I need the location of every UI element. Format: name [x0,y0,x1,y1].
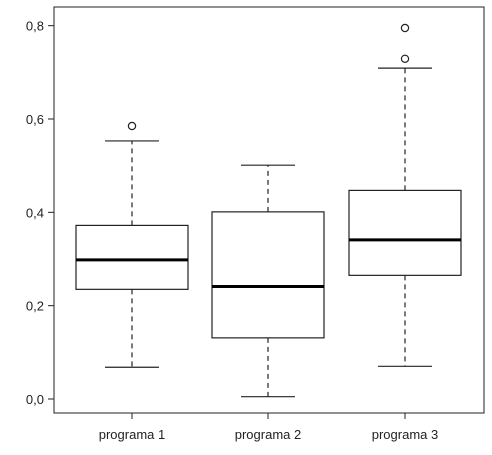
x-tick-label: programa 2 [235,427,301,442]
y-tick-label: 0,6 [26,112,44,127]
outlier-point [400,54,410,64]
outlier-point [400,23,410,33]
y-tick-label: 0,0 [26,392,44,407]
x-tick-label: programa 3 [372,427,438,442]
box-iqr [211,211,325,339]
x-tick-label: programa 1 [99,427,165,442]
y-tick-label: 0,4 [26,205,44,220]
box-iqr [75,224,189,290]
box-iqr [348,189,462,276]
outlier-point [127,121,137,131]
plot-frame [53,6,485,414]
chart-marks: 0,0 0,2 0,4 0,6 0,8 programa 1 programa 2 progr… [26,19,462,442]
y-tick-label: 0,8 [26,19,44,34]
y-tick-label: 0,2 [26,299,44,314]
